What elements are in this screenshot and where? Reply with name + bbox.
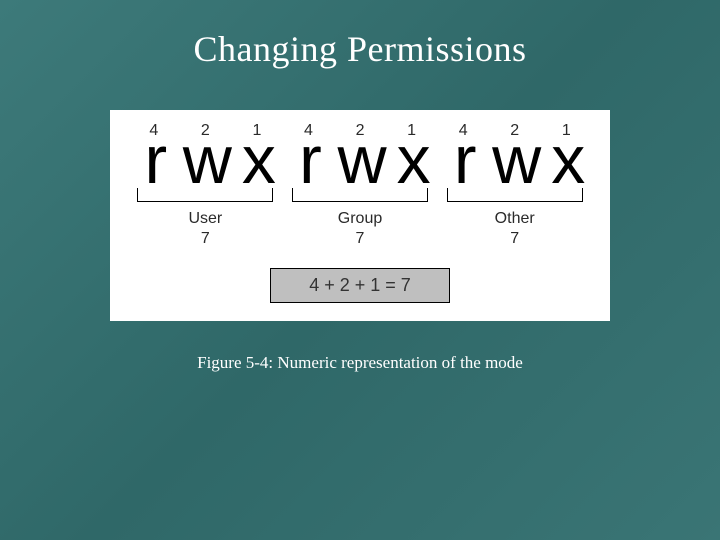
bracket-icon: [137, 188, 273, 202]
permissions-diagram: 4 2 1 4 2 1 4 2 1 r w x r w x r w x User…: [110, 110, 610, 321]
figure-caption: Figure 5-4: Numeric representation of th…: [0, 353, 720, 373]
bracket-icon: [447, 188, 583, 202]
permission-letters-row: r w x r w x r w x: [128, 126, 592, 194]
bracket-icon: [292, 188, 428, 202]
permission-letter: x: [541, 126, 593, 194]
group-group: Group 7: [283, 188, 438, 248]
permission-letter: x: [231, 126, 283, 194]
permission-letter: r: [437, 126, 489, 194]
group-label: Other: [495, 210, 535, 228]
permission-letter: w: [180, 126, 232, 194]
permission-letter: w: [489, 126, 541, 194]
group-brackets-row: User 7 Group 7 Other 7: [128, 188, 592, 248]
group-label: User: [188, 210, 222, 228]
permission-letter: r: [128, 126, 180, 194]
group-user: User 7: [128, 188, 283, 248]
permission-letter: r: [283, 126, 335, 194]
group-other: Other 7: [437, 188, 592, 248]
slide-title: Changing Permissions: [0, 0, 720, 70]
permission-letter: x: [386, 126, 438, 194]
permission-letter: w: [334, 126, 386, 194]
group-value: 7: [510, 230, 519, 248]
group-value: 7: [201, 230, 210, 248]
equation-box: 4 + 2 + 1 = 7: [270, 268, 450, 303]
group-label: Group: [338, 210, 382, 228]
group-value: 7: [356, 230, 365, 248]
